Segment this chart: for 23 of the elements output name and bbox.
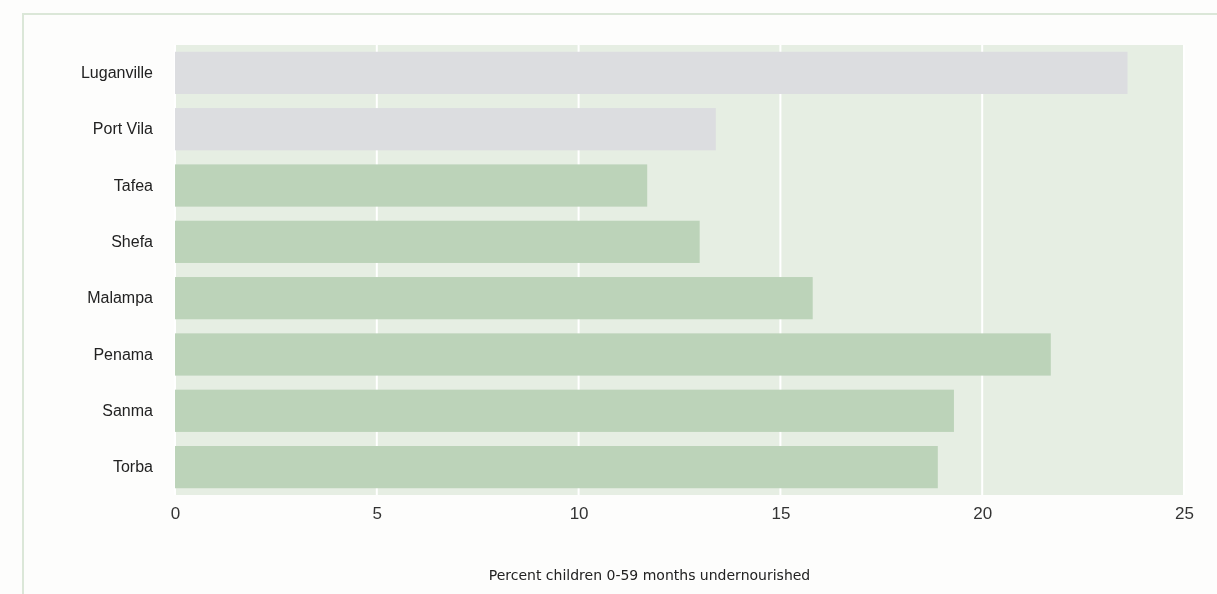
y-tick-label: Torba bbox=[112, 458, 154, 476]
bar bbox=[175, 164, 648, 207]
bar bbox=[175, 51, 1128, 94]
y-tick-label: Port Vila bbox=[92, 120, 154, 138]
y-tick-label: Tafea bbox=[113, 176, 154, 194]
y-tick-label: Penama bbox=[93, 345, 154, 363]
bar bbox=[175, 333, 1051, 376]
bar bbox=[175, 389, 954, 432]
bar bbox=[175, 277, 813, 320]
bar bbox=[175, 446, 938, 489]
x-tick-label: 10 bbox=[569, 504, 589, 524]
x-tick-label: 20 bbox=[973, 504, 993, 524]
x-axis-title: Percent children 0-59 months undernourished bbox=[488, 567, 811, 583]
x-tick-label: 5 bbox=[372, 504, 383, 524]
bar bbox=[175, 220, 700, 263]
x-tick-label: 15 bbox=[771, 504, 791, 524]
y-tick-label: Sanma bbox=[102, 401, 154, 419]
y-tick-label: Shefa bbox=[111, 232, 154, 250]
y-tick-label: Malampa bbox=[87, 289, 154, 307]
bar bbox=[175, 108, 716, 151]
x-tick-label: 25 bbox=[1175, 504, 1194, 524]
y-tick-label: Luganville bbox=[80, 64, 154, 81]
x-tick-label: 0 bbox=[170, 504, 181, 524]
